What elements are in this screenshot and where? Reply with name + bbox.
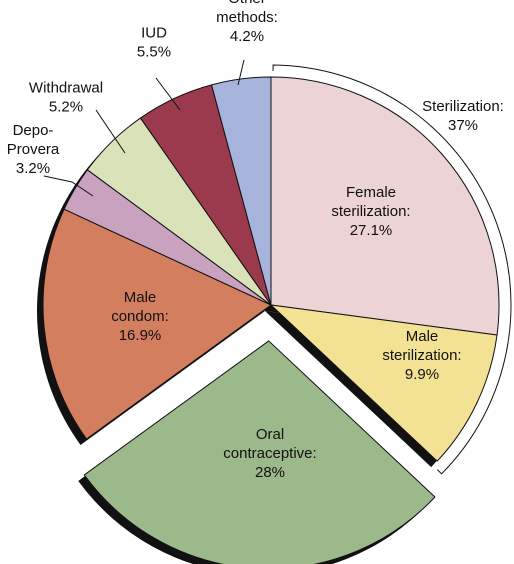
oral-contraceptive-label: Oral contraceptive: 28%	[223, 426, 316, 481]
male-condom-label: Male condom: 16.9%	[111, 289, 169, 344]
male-sterilization-label-line: Male	[406, 328, 439, 345]
other-methods-label-line: Other	[228, 0, 266, 7]
sterilization-bracket	[272, 64, 512, 475]
withdrawal-label: Withdrawal 5.2%	[29, 80, 103, 116]
other-methods-label-line: methods:	[216, 9, 278, 26]
other-methods-slice	[211, 76, 272, 306]
oral-contraceptive-label-line: contraceptive:	[223, 445, 316, 462]
sterilization-group-label-line: Sterilization:	[422, 98, 504, 115]
sterilization-bracket-arc	[272, 64, 512, 475]
female-sterilization-label-line: Female	[346, 184, 396, 201]
other-methods-leader-line	[237, 59, 245, 86]
iud-label: IUD 5.5%	[137, 25, 171, 61]
oral-contraceptive-slice	[83, 340, 436, 564]
oral-contraceptive-label-line: Oral	[256, 426, 284, 443]
male-sterilization-label-line: sterilization:	[382, 347, 461, 364]
male-sterilization-slice	[270, 304, 498, 462]
slice-labels: Female sterilization: 27.1% Male sterilizati…	[7, 0, 504, 481]
withdrawal-label-line: 5.2%	[49, 99, 83, 116]
male-condom-label-line: 16.9%	[119, 327, 162, 344]
withdrawal-label-line: Withdrawal	[29, 80, 103, 97]
female-sterilization-slice	[270, 76, 500, 336]
male-sterilization-label-line: 9.9%	[405, 366, 439, 383]
female-sterilization-label-line: sterilization:	[331, 203, 410, 220]
withdrawal-leader-line	[95, 109, 126, 154]
male-condom-label-line: condom:	[111, 308, 169, 325]
female-sterilization-label-line: 27.1%	[350, 222, 393, 239]
depo-provera-label-line: Provera	[7, 141, 60, 158]
leader-lines	[43, 59, 245, 197]
iud-label-line: 5.5%	[137, 44, 171, 61]
oral-contraceptive-label-line: 28%	[255, 464, 285, 481]
sterilization-group-label: Sterilization: 37%	[422, 98, 504, 134]
iud-leader-line	[155, 77, 181, 111]
pie-slices	[42, 76, 500, 564]
depo-provera-label-line: 3.2%	[16, 160, 50, 177]
depo-provera-leader-line	[43, 175, 94, 197]
other-methods-label: Other methods: 4.2%	[216, 0, 278, 45]
iud-label-line: IUD	[141, 25, 167, 42]
male-sterilization-label: Male sterilization: 9.9%	[382, 328, 461, 383]
female-sterilization-label: Female sterilization: 27.1%	[331, 184, 410, 239]
male-condom-label-line: Male	[124, 289, 157, 306]
depo-provera-label-line: Depo-	[13, 122, 54, 139]
sterilization-group-label-line: 37%	[448, 117, 478, 134]
other-methods-label-line: 4.2%	[230, 28, 264, 45]
male-condom-slice	[42, 208, 272, 440]
depo-provera-label: Depo- Provera 3.2%	[7, 122, 60, 177]
